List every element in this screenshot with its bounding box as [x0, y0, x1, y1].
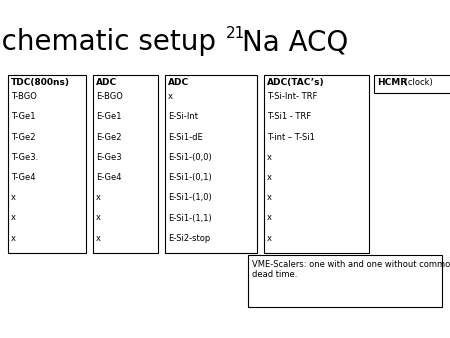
Bar: [165, 75, 257, 253]
Text: VME-Scalers: one with and one without common
dead time.: VME-Scalers: one with and one without co…: [252, 260, 450, 280]
Text: ADC: ADC: [168, 78, 189, 87]
Text: T-Ge4: T-Ge4: [11, 173, 36, 182]
Bar: [374, 75, 450, 93]
Text: x: x: [267, 153, 272, 162]
Text: x: x: [11, 234, 16, 243]
Text: E-Si1-(1,1): E-Si1-(1,1): [168, 214, 212, 222]
Text: Schematic setup: Schematic setup: [0, 28, 225, 56]
Text: x: x: [267, 214, 272, 222]
Text: E-Ge1: E-Ge1: [96, 112, 122, 121]
Text: 21: 21: [226, 26, 245, 42]
Text: T-Si1 - TRF: T-Si1 - TRF: [267, 112, 311, 121]
Text: E-Si-Int: E-Si-Int: [168, 112, 198, 121]
Text: E-Si1-dE: E-Si1-dE: [168, 132, 203, 142]
Text: x: x: [168, 92, 173, 101]
Text: x: x: [96, 214, 101, 222]
Text: x: x: [96, 234, 101, 243]
Text: x: x: [267, 234, 272, 243]
Text: x: x: [96, 193, 101, 202]
Text: T-Ge2: T-Ge2: [11, 132, 36, 142]
Text: T-int – T-Si1: T-int – T-Si1: [267, 132, 315, 142]
Text: T-Ge1: T-Ge1: [11, 112, 36, 121]
Text: T-Si-Int- TRF: T-Si-Int- TRF: [267, 92, 317, 101]
Text: E-BGO: E-BGO: [96, 92, 123, 101]
Bar: [248, 255, 442, 307]
Text: T-BGO: T-BGO: [11, 92, 37, 101]
Text: T-Ge3.: T-Ge3.: [11, 153, 38, 162]
Text: (clock): (clock): [402, 78, 433, 87]
Text: x: x: [11, 214, 16, 222]
Text: x: x: [267, 193, 272, 202]
Text: E-Ge4: E-Ge4: [96, 173, 122, 182]
Text: x: x: [11, 193, 16, 202]
Text: x: x: [267, 173, 272, 182]
Text: ADC(TAC’s): ADC(TAC’s): [267, 78, 324, 87]
Text: Na ACQ: Na ACQ: [242, 28, 348, 56]
Text: E-Si1-(0,0): E-Si1-(0,0): [168, 153, 212, 162]
Text: HCMR: HCMR: [377, 78, 407, 87]
Text: TDC(800ns): TDC(800ns): [11, 78, 70, 87]
Text: ADC: ADC: [96, 78, 117, 87]
Text: E-Ge3: E-Ge3: [96, 153, 122, 162]
Bar: [8, 75, 86, 253]
Text: E-Si2-stop: E-Si2-stop: [168, 234, 210, 243]
Text: E-Ge2: E-Ge2: [96, 132, 122, 142]
Text: E-Si1-(1,0): E-Si1-(1,0): [168, 193, 212, 202]
Text: E-Si1-(0,1): E-Si1-(0,1): [168, 173, 212, 182]
Bar: [93, 75, 158, 253]
Bar: [264, 75, 369, 253]
